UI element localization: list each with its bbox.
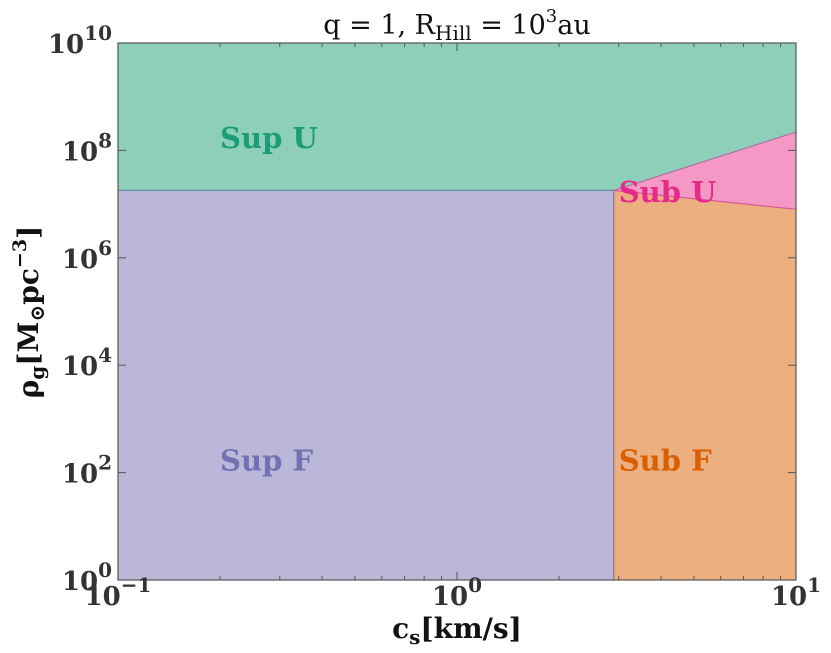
x-tick-label: 101: [771, 573, 821, 612]
y-tick-label: 106: [62, 236, 112, 275]
title-exp: 3: [546, 6, 557, 27]
region-label-sub-u: Sub U: [619, 175, 717, 209]
y-tick-label: 102: [62, 451, 112, 490]
y-axis-label: ρg[M⊙pc−3]: [9, 226, 49, 399]
minor-ticks: [117, 42, 796, 581]
title-hill-sub: Hill: [435, 21, 472, 45]
region-label-sup-f: Sup F: [220, 443, 313, 477]
y-tick-label: 104: [62, 343, 112, 382]
title-unit: au: [557, 10, 591, 41]
region-sup-f: [118, 190, 614, 581]
region-label-sup-u: Sup U: [220, 121, 318, 155]
x-tick-label: 100: [432, 573, 482, 612]
x-tick-label: 10−1: [85, 573, 152, 612]
boundary-upper-diagonal: [613, 131, 797, 191]
y-tick-label: 108: [62, 128, 112, 167]
regions-layer: [118, 43, 797, 581]
title-eq: = 10: [472, 10, 546, 41]
x-tick-labels: 10−1 100 101: [85, 573, 821, 612]
region-labels: Sup U Sup F Sub U Sub F: [220, 121, 716, 477]
region-sub-u: [613, 132, 796, 210]
region-sub-f: [613, 190, 796, 581]
region-label-sub-f: Sub F: [619, 443, 712, 477]
y-tick-labels: 100 102 104 106 108 1010: [48, 21, 112, 597]
x-axis-label: cs[km/s]: [392, 612, 522, 649]
y-tick-label: 1010: [48, 21, 112, 60]
chart-title: q = 1, RHill = 103au: [323, 6, 591, 45]
boundary-lower-diagonal: [613, 189, 797, 210]
title-q: q = 1, R: [323, 10, 435, 41]
region-sup-u: [118, 43, 796, 191]
y-tick-label: 100: [62, 558, 112, 597]
